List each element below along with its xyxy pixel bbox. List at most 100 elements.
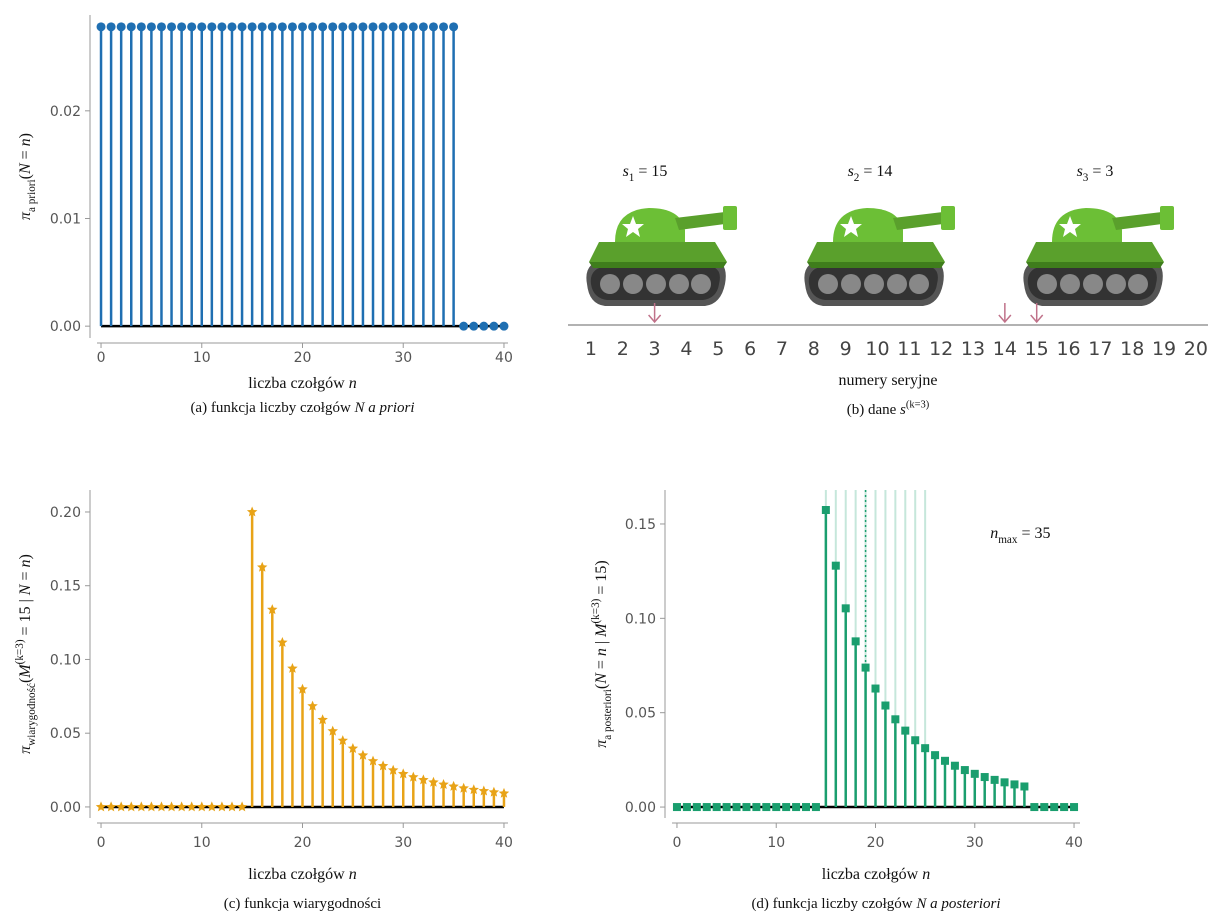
text-segment: π	[17, 211, 34, 220]
marker	[439, 22, 449, 32]
marker	[821, 506, 830, 515]
text-segment: (d) funkcja liczby czołgów	[751, 896, 916, 912]
marker	[317, 714, 328, 725]
y-axis-label: πwiarygodność(M(k=3) = 15 | N = n)	[14, 554, 38, 754]
marker	[408, 771, 419, 782]
arrow-head	[648, 314, 662, 324]
marker	[237, 22, 247, 32]
tick-label: 2	[617, 338, 629, 360]
x-axis-label: liczba czołgów n	[822, 866, 930, 883]
x-axis-label: liczba czołgów n	[248, 866, 356, 883]
tick-label: 16	[1056, 338, 1080, 360]
tick-label: 15	[1025, 338, 1049, 360]
marker	[950, 761, 959, 770]
marker	[921, 744, 930, 753]
x-tick-label: 40	[1065, 835, 1083, 851]
tick-label: 18	[1120, 338, 1144, 360]
marker	[227, 22, 237, 32]
marker	[247, 22, 257, 32]
marker	[499, 321, 509, 331]
text-segment: (c) funkcja wiarygodności	[224, 896, 381, 912]
marker	[186, 801, 197, 812]
marker	[901, 726, 910, 735]
y-tick-label: 0.02	[50, 104, 81, 120]
caption: (d) funkcja liczby czołgów N a posterior…	[751, 896, 1000, 912]
tick-label: 5	[712, 338, 724, 360]
text-segment: s	[900, 402, 906, 418]
text-segment: s	[623, 163, 629, 180]
tick-label: 8	[808, 338, 820, 360]
marker	[782, 803, 791, 812]
text-segment: π	[593, 739, 610, 748]
x-tick-label: 30	[394, 350, 412, 366]
x-tick-label: 40	[495, 835, 513, 851]
x-axis-label: numery seryjne	[838, 372, 937, 389]
marker	[348, 22, 358, 32]
x-tick-label: 40	[495, 350, 513, 366]
marker	[449, 22, 459, 32]
text-segment: wiarygodność	[26, 683, 38, 746]
marker	[377, 760, 389, 771]
tank	[804, 206, 955, 306]
text-segment: (k=3)	[590, 598, 602, 623]
x-tick-label: 20	[294, 350, 312, 366]
marker	[970, 769, 979, 778]
text-segment: 15	[651, 163, 667, 180]
sample-label: s2 = 14	[848, 163, 893, 184]
marker	[861, 663, 870, 672]
marker	[368, 22, 378, 32]
caption: (c) funkcja wiarygodności	[224, 896, 381, 912]
marker	[428, 776, 439, 787]
marker	[236, 801, 248, 812]
tick-label: 14	[993, 338, 1017, 360]
marker	[136, 22, 146, 32]
text-segment: (a) funkcja liczby czołgów	[190, 400, 354, 416]
tick-label: 13	[961, 338, 985, 360]
x-tick-label: 0	[97, 350, 106, 366]
text-segment: s	[848, 163, 854, 180]
marker	[328, 22, 338, 32]
marker	[388, 22, 398, 32]
text-segment: (b) dane	[847, 402, 900, 418]
y-tick-label: 0.01	[50, 211, 81, 227]
marker	[408, 22, 418, 32]
marker	[357, 749, 369, 760]
marker	[438, 779, 449, 789]
text-segment: (	[17, 174, 34, 179]
marker	[478, 785, 490, 796]
text-segment: =	[17, 568, 34, 585]
text-segment: |	[593, 637, 610, 648]
marker	[489, 321, 499, 331]
marker	[308, 22, 318, 32]
text-segment: N	[17, 583, 34, 596]
tick-label: 11	[897, 338, 921, 360]
marker	[387, 764, 399, 775]
marker	[146, 22, 156, 32]
y-tick-label: 0.15	[625, 517, 656, 533]
tank	[1023, 206, 1174, 306]
y-tick-label: 0.20	[50, 505, 81, 521]
marker	[1000, 778, 1009, 787]
text-segment: n	[17, 138, 34, 146]
y-tick-label: 0.05	[50, 726, 81, 742]
text-segment: 35	[1035, 525, 1051, 542]
marker	[881, 701, 890, 710]
marker	[682, 803, 691, 812]
text-segment: =	[634, 163, 651, 180]
x-tick-label: 0	[673, 835, 682, 851]
marker	[307, 700, 318, 711]
text-segment: a priori	[26, 179, 38, 212]
marker	[931, 751, 940, 760]
marker	[318, 22, 328, 32]
x-tick-label: 20	[867, 835, 885, 851]
marker	[398, 22, 408, 32]
tick-label: 17	[1088, 338, 1112, 360]
tick-label: 7	[776, 338, 788, 360]
marker	[960, 766, 969, 775]
marker	[811, 803, 820, 812]
text-segment: n	[922, 866, 930, 883]
arrow-head	[998, 314, 1012, 324]
marker	[267, 604, 278, 615]
text-segment: 3	[1105, 163, 1113, 180]
marker	[216, 801, 228, 812]
